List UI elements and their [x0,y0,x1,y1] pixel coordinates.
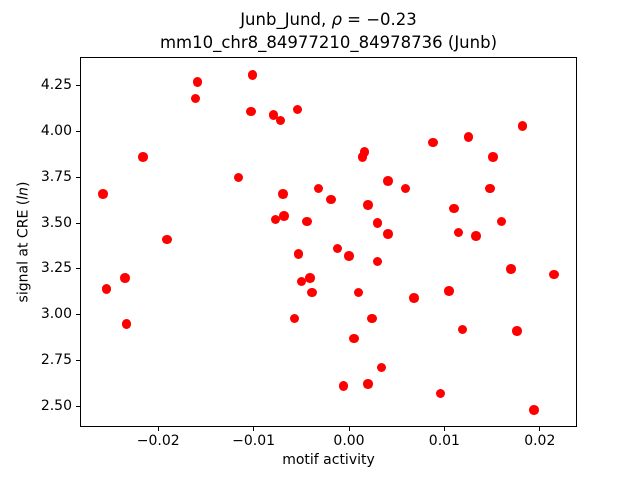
y-tick-mark [76,314,80,316]
x-tick-mark [348,427,350,431]
scatter-point [512,326,522,336]
scatter-point [121,319,132,329]
plot-title-line1: Junb_Jund, ρ = −0.23 [80,8,577,31]
x-axis-label: motif activity [282,452,375,468]
x-tick-label: −0.01 [232,433,276,449]
scatter-point [463,132,473,142]
x-tick-mark [253,427,255,431]
scatter-point [372,218,383,228]
scatter-point [302,216,312,227]
x-tick-mark [157,427,159,431]
scatter-point [400,183,411,194]
scatter-point [435,388,446,399]
scatter-point [101,284,112,294]
y-tick-label: 2.75 [40,351,72,368]
scatter-point [549,269,559,280]
scatter-point [506,264,516,274]
scatter-point [444,286,454,296]
scatter-point [383,176,393,186]
scatter-point [471,231,481,241]
y-tick-mark [76,359,80,361]
scatter-point [138,152,148,162]
y-tick-label: 4.25 [40,77,72,94]
scatter-point [305,273,315,283]
title-correlation-value: = −0.23 [341,10,417,29]
scatter-point [98,189,108,199]
scatter-point [372,256,383,267]
scatter-point [457,324,468,335]
y-tick-label: 4.00 [40,123,72,140]
scatter-point [367,313,377,324]
x-tick-label: 0.01 [428,433,460,449]
scatter-point [485,183,495,194]
scatter-point [307,287,317,298]
scatter-point [278,189,288,199]
scatter-point [449,203,459,214]
plot-title: Junb_Jund, ρ = −0.23 mm10_chr8_84977210_… [80,8,577,54]
scatter-point [296,276,307,287]
y-tick-mark [76,131,80,133]
scatter-point [120,273,130,283]
x-tick-label: 0.00 [333,433,365,449]
scatter-point [192,77,203,87]
scatter-point [190,93,201,104]
x-tick-mark [539,427,541,431]
scatter-point [270,214,281,225]
y-tick-mark [76,405,80,407]
scatter-point [409,293,419,303]
scatter-point [363,200,373,210]
y-tick-mark [76,222,80,224]
y-tick-label: 3.00 [40,306,72,323]
y-tick-label: 3.75 [40,168,72,185]
scatter-point [488,152,498,162]
scatter-point [289,313,300,324]
scatter-point [233,172,244,183]
scatter-point [363,379,373,389]
y-tick-mark [76,268,80,270]
scatter-point [268,110,279,120]
scatter-point [338,381,349,391]
y-tick-mark [76,85,80,87]
scatter-point [344,251,354,261]
scatter-point [332,243,343,254]
scatter-point [279,211,289,221]
title-rho-symbol: ρ [331,10,342,29]
scatter-point [326,194,336,205]
x-tick-mark [443,427,445,431]
plot-area [80,57,577,427]
scatter-point [292,104,303,115]
scatter-point [496,216,507,227]
scatter-point [162,234,172,245]
x-tick-label: −0.02 [136,433,180,449]
scatter-point [349,333,359,344]
y-tick-mark [76,176,80,178]
scatter-point [313,183,324,194]
scatter-point [246,106,256,117]
plot-title-line2: mm10_chr8_84977210_84978736 (Junb) [159,33,498,52]
y-tick-label: 3.50 [40,214,72,231]
scatter-point [247,70,258,80]
scatter-point [293,249,304,259]
scatter-point [357,152,368,162]
scatter-point [359,147,370,157]
x-tick-label: 0.02 [524,433,556,449]
title-text: Junb_Jund, [240,10,332,29]
y-axis-label: signal at CRE (ln) [16,182,33,303]
y-tick-label: 3.25 [40,260,72,277]
scatter-point [529,405,539,415]
scatter-point [383,229,393,239]
scatter-point [428,137,438,148]
scatter-point [453,227,464,238]
y-axis-label-ln: ln [15,187,32,200]
scatter-point [376,362,387,373]
scatter-point [275,115,286,126]
y-tick-label: 2.50 [40,397,72,414]
scatter-point [517,121,528,131]
scatter-point [353,287,364,298]
